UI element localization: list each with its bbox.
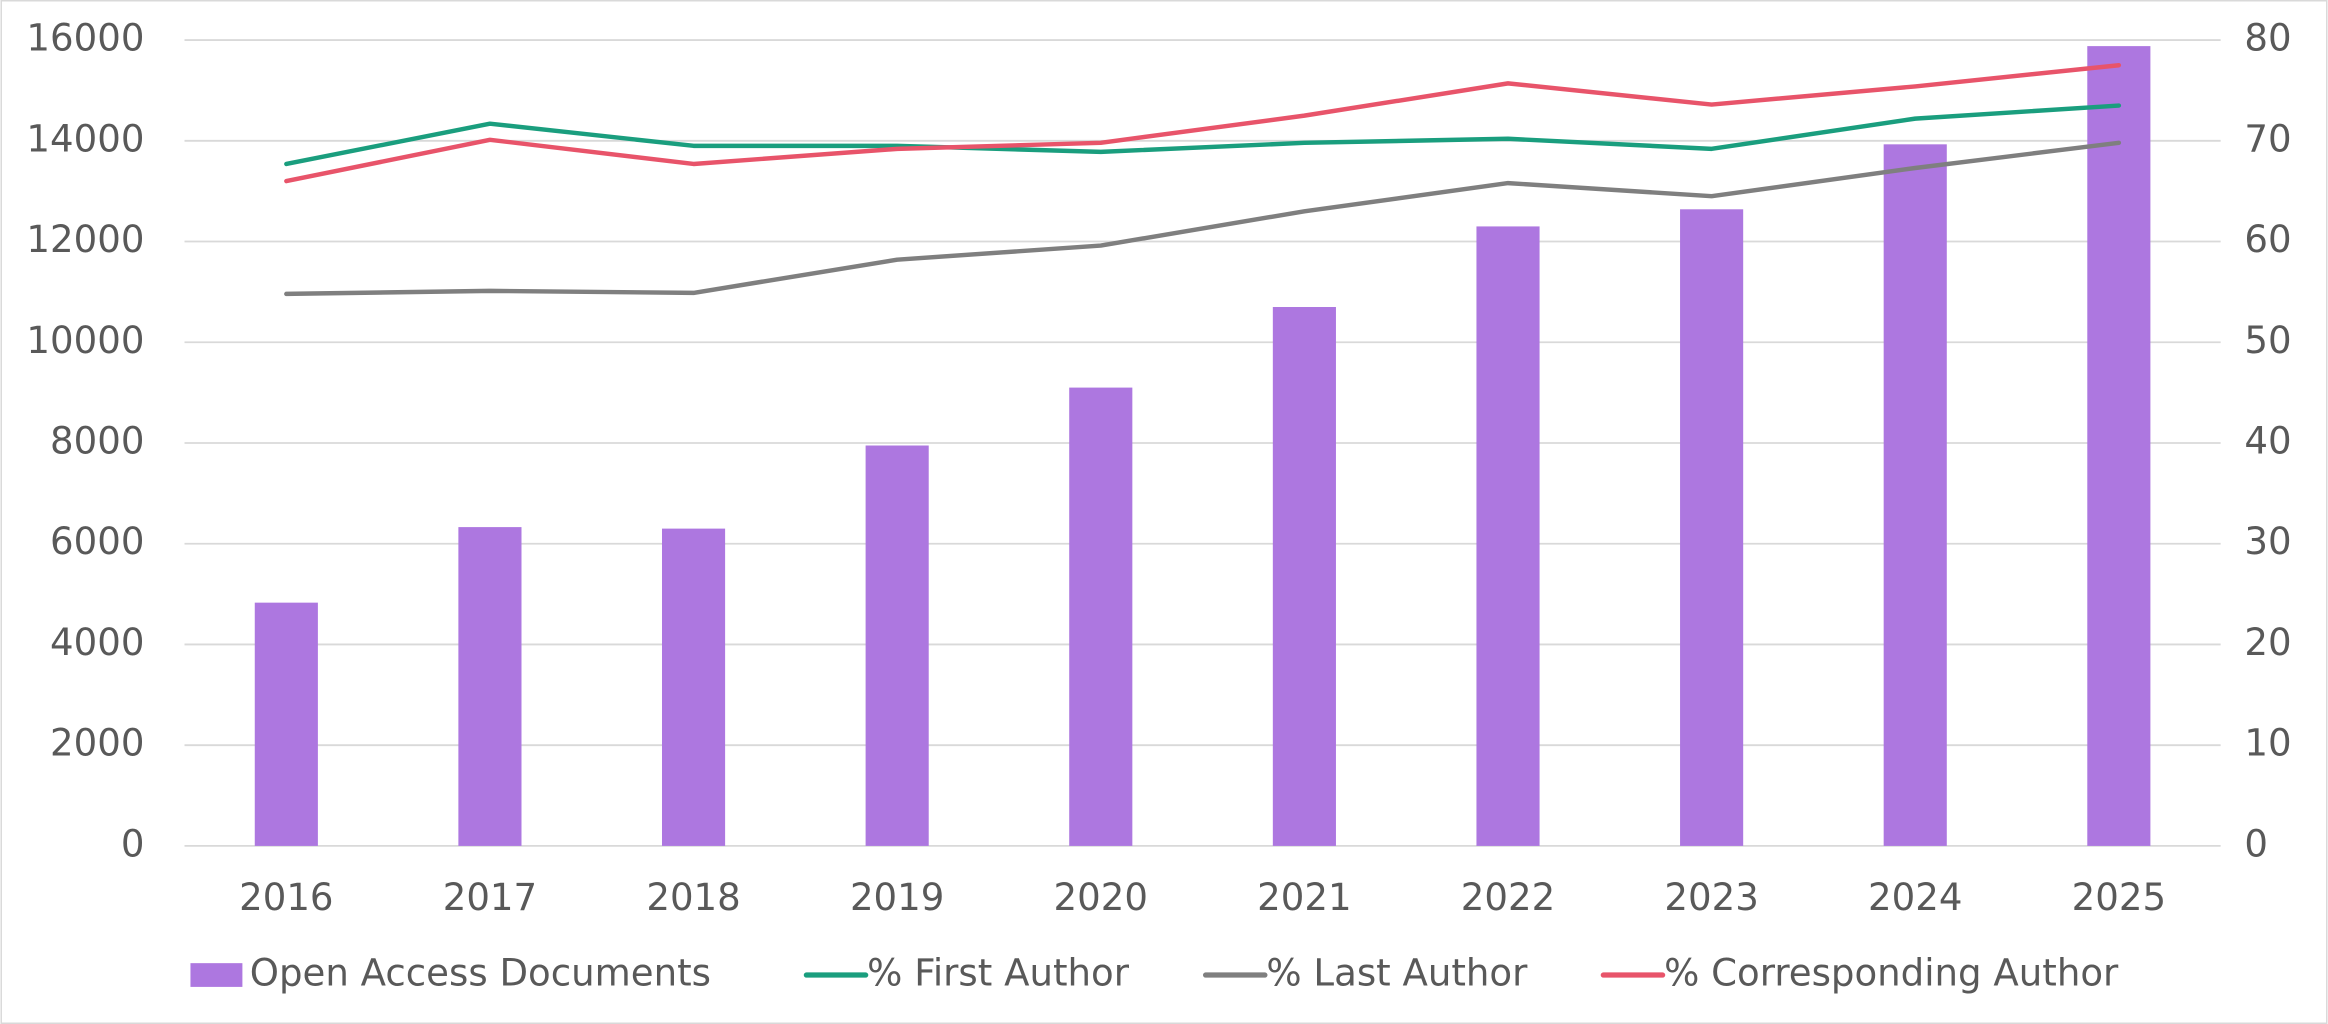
bar xyxy=(1476,226,1540,846)
y2-tick-label: 20 xyxy=(2244,621,2291,664)
legend-swatch xyxy=(190,963,243,987)
legend-label: % Last Author xyxy=(1266,952,1528,995)
line xyxy=(284,63,2122,184)
x-tick-label: 2023 xyxy=(1664,876,1758,919)
legend-label: Open Access Documents xyxy=(250,952,711,995)
x-tick-label: 2020 xyxy=(1054,876,1148,919)
y2-tick-label: 70 xyxy=(2244,117,2291,160)
x-tick-label: 2024 xyxy=(1868,876,1962,919)
y-tick-label: 10000 xyxy=(26,319,144,362)
bar xyxy=(661,528,726,846)
y2-tick-label: 80 xyxy=(2244,17,2291,60)
bar xyxy=(1272,307,1336,846)
x-tick-label: 2019 xyxy=(850,876,944,919)
bar xyxy=(254,602,318,846)
y2-tick-label: 50 xyxy=(2244,319,2291,362)
legend-label: % Corresponding Author xyxy=(1664,952,2119,995)
y-tick-label: 16000 xyxy=(26,17,144,60)
bar xyxy=(865,445,929,846)
x-tick-label: 2018 xyxy=(646,876,740,919)
y2-tick-label: 40 xyxy=(2244,419,2291,462)
y2-tick-label: 30 xyxy=(2244,520,2291,563)
y2-tick-label: 0 xyxy=(2244,822,2268,865)
y-tick-label: 8000 xyxy=(50,419,144,462)
y2-tick-label: 60 xyxy=(2244,218,2291,261)
line xyxy=(284,140,2122,297)
bar xyxy=(458,527,522,846)
y-tick-label: 12000 xyxy=(26,218,144,261)
line xyxy=(284,103,2122,167)
legend-label: % First Author xyxy=(867,952,1130,995)
y-tick-label: 6000 xyxy=(50,520,144,563)
x-tick-label: 2021 xyxy=(1257,876,1351,919)
x-tick-label: 2022 xyxy=(1461,876,1555,919)
bar xyxy=(2087,46,2151,846)
bar xyxy=(1680,209,1744,846)
x-tick-label: 2017 xyxy=(443,876,537,919)
x-tick-label: 2025 xyxy=(2072,876,2166,919)
y-tick-label: 2000 xyxy=(50,722,144,765)
bar xyxy=(1883,144,1947,846)
y2-tick-label: 10 xyxy=(2244,722,2291,765)
bar xyxy=(1069,387,1133,846)
x-tick-label: 2016 xyxy=(239,876,333,919)
y-tick-label: 14000 xyxy=(26,117,144,160)
y-tick-label: 4000 xyxy=(50,621,144,664)
y-tick-label: 0 xyxy=(121,822,145,865)
